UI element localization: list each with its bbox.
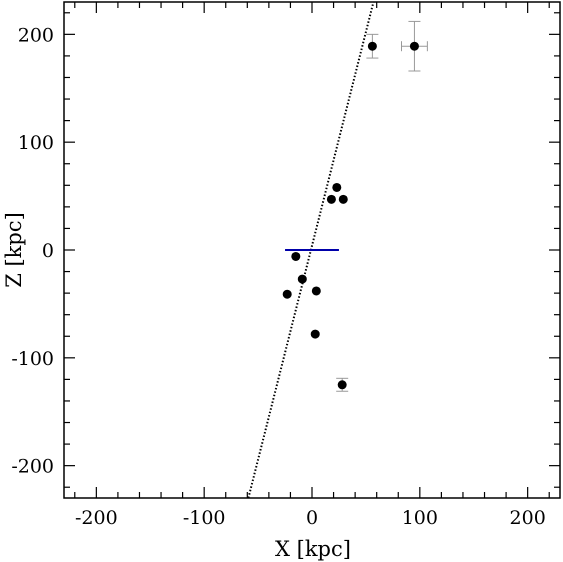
y-tick-label: 100 bbox=[18, 132, 54, 154]
x-tick-label: -100 bbox=[183, 507, 226, 529]
y-tick-label: -100 bbox=[11, 348, 54, 370]
data-point bbox=[338, 194, 348, 204]
x-tick-label: 200 bbox=[510, 507, 546, 529]
data-point bbox=[291, 251, 301, 261]
data-point bbox=[332, 182, 342, 192]
x-axis-label: X [kpc] bbox=[275, 537, 351, 561]
y-axis-label: Z [kpc] bbox=[2, 212, 26, 288]
y-tick-label: 200 bbox=[18, 24, 54, 46]
data-point bbox=[337, 380, 347, 390]
y-tick-label: 0 bbox=[42, 240, 54, 262]
x-tick-label: -200 bbox=[75, 507, 118, 529]
data-point bbox=[367, 41, 377, 51]
data-point bbox=[297, 274, 307, 284]
x-tick-label: 0 bbox=[306, 507, 318, 529]
x-tick-label: 100 bbox=[402, 507, 438, 529]
data-point bbox=[311, 286, 321, 296]
data-point bbox=[310, 329, 320, 339]
data-point bbox=[282, 289, 292, 299]
y-tick-label: -200 bbox=[11, 456, 54, 478]
data-point bbox=[326, 194, 336, 204]
data-point bbox=[409, 41, 419, 51]
ticks-layer: -200 -100 0 100 200 -200 -100 0 100 200 bbox=[11, 2, 560, 529]
marks-layer bbox=[247, 1, 428, 499]
